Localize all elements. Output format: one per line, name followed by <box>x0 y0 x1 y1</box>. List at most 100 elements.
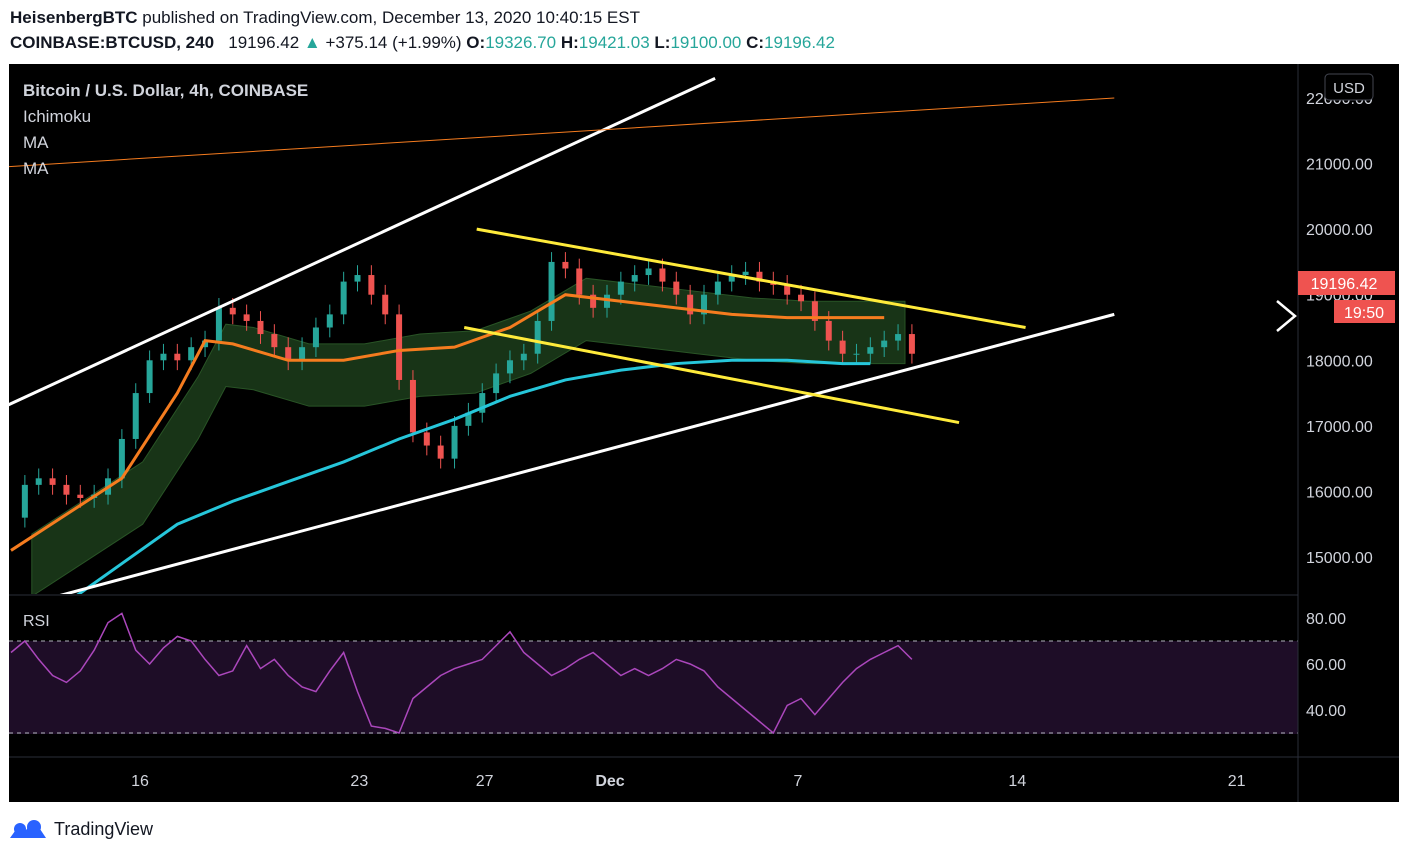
high-value: 19421.03 <box>578 33 650 52</box>
candle-body <box>506 360 513 374</box>
candle-body <box>174 353 181 361</box>
chart-area[interactable]: Bitcoin / U.S. Dollar, 4h, COINBASE Ichi… <box>9 64 1399 802</box>
candle-body <box>243 314 250 321</box>
ichimoku-cloud <box>31 277 906 594</box>
time-tick-label: 27 <box>476 773 494 790</box>
rsi-line <box>10 612 913 735</box>
publish-info: published on TradingView.com, December 1… <box>142 8 640 27</box>
candle-body <box>382 294 389 315</box>
candle-body <box>215 307 222 341</box>
candle-body <box>49 478 56 485</box>
candle-body <box>756 271 763 282</box>
indicator-lines <box>10 293 885 594</box>
rsi-band <box>9 641 1298 734</box>
tradingview-logo-icon[interactable] <box>8 816 48 842</box>
low-label: L: <box>654 33 671 52</box>
trendline <box>59 312 1115 594</box>
candle-body <box>631 275 638 282</box>
candle-body <box>340 281 347 315</box>
candle-body <box>520 353 527 361</box>
candle-body <box>617 281 624 295</box>
rsi-plot <box>9 612 1298 735</box>
price-chart-svg[interactable]: Bitcoin / U.S. Dollar, 4h, COINBASE Ichi… <box>9 64 1399 802</box>
trendline <box>9 97 1115 168</box>
candle-body <box>465 412 472 426</box>
symbol-label: COINBASE:BTCUSD, 240 <box>10 33 215 52</box>
candle-body <box>798 294 805 302</box>
ohlc-line: COINBASE:BTCUSD, 240 19196.42 ▲ +375.14 … <box>10 33 835 53</box>
up-triangle-icon: ▲ <box>303 33 321 52</box>
candle-body <box>534 320 541 354</box>
rsi-tick-label: 60.00 <box>1306 657 1346 674</box>
candle-body <box>839 340 846 354</box>
candle-body <box>423 432 430 446</box>
candle-body <box>63 484 70 495</box>
candle-body <box>853 353 860 355</box>
time-tick-label: 7 <box>794 773 803 790</box>
legend-ichimoku[interactable]: Ichimoku <box>23 107 91 126</box>
price-tick-label: 15000.00 <box>1306 550 1373 567</box>
legend-ma-2[interactable]: MA <box>23 159 49 178</box>
candle-body <box>548 261 555 321</box>
candle-body <box>229 307 236 315</box>
candle-body <box>188 347 195 361</box>
candle-body <box>784 284 791 295</box>
close-value: 19196.42 <box>764 33 835 52</box>
candle-body <box>714 281 721 295</box>
legend-title[interactable]: Bitcoin / U.S. Dollar, 4h, COINBASE <box>23 81 308 100</box>
candle-body <box>728 275 735 282</box>
candle-body <box>326 314 333 328</box>
brand-name[interactable]: TradingView <box>54 818 154 839</box>
currency-badge[interactable] <box>1324 73 1374 101</box>
last-price-tag <box>1298 271 1395 295</box>
candle-body <box>576 268 583 295</box>
candle-body <box>132 393 139 439</box>
time-tick-label: Dec <box>595 773 624 790</box>
trendline <box>9 76 716 407</box>
rsi-legend[interactable]: RSI <box>23 613 50 630</box>
candle-body <box>908 334 915 354</box>
candle-body <box>77 494 84 498</box>
legend-ma-1[interactable]: MA <box>23 133 49 152</box>
candle-body <box>493 373 500 394</box>
footer: TradingView <box>8 816 153 842</box>
arrow-head <box>1276 300 1297 332</box>
time-tick-label: 16 <box>131 773 149 790</box>
price-tick-label: 18000.00 <box>1306 353 1373 370</box>
author-name[interactable]: HeisenbergBTC <box>10 8 138 27</box>
rsi-axis[interactable]: 80.00 60.00 40.00 <box>1306 611 1346 720</box>
candle-body <box>271 334 278 348</box>
trendline <box>463 326 960 425</box>
price-axis[interactable]: 22000.0021000.0020000.0019000.0018000.00… <box>1306 91 1373 567</box>
publish-line: HeisenbergBTC published on TradingView.c… <box>10 8 640 28</box>
candle-body <box>645 268 652 276</box>
candle-body <box>160 353 167 361</box>
candle-body <box>409 379 416 433</box>
candle-body <box>312 327 319 348</box>
candle-body <box>35 478 42 485</box>
candle-body <box>659 268 666 282</box>
time-tick-label: 23 <box>350 773 368 790</box>
candle-body <box>285 347 292 361</box>
candle-body <box>202 340 209 348</box>
candle-body <box>881 340 888 348</box>
candle-body <box>590 294 597 308</box>
candle-body <box>437 445 444 459</box>
candle-body <box>396 314 403 380</box>
rsi-tick-label: 80.00 <box>1306 611 1346 628</box>
candle-body <box>825 320 832 341</box>
high-label: H: <box>560 33 579 52</box>
open-label: O: <box>466 33 486 52</box>
countdown-tag <box>1334 300 1395 323</box>
close-label: C: <box>746 33 765 52</box>
trendline <box>476 227 1026 329</box>
last-price: 19196.42 <box>228 33 300 52</box>
change-value: +375.14 (+1.99%) <box>325 33 462 52</box>
candle-body <box>257 320 264 335</box>
candle-body <box>354 275 361 282</box>
price-tick-label: 16000.00 <box>1306 484 1373 501</box>
candle-body <box>895 334 902 341</box>
low-value: 19100.00 <box>670 33 742 52</box>
time-axis[interactable]: 16 23 27 Dec 7 14 21 <box>131 773 1246 790</box>
price-tick-label: 17000.00 <box>1306 419 1373 436</box>
